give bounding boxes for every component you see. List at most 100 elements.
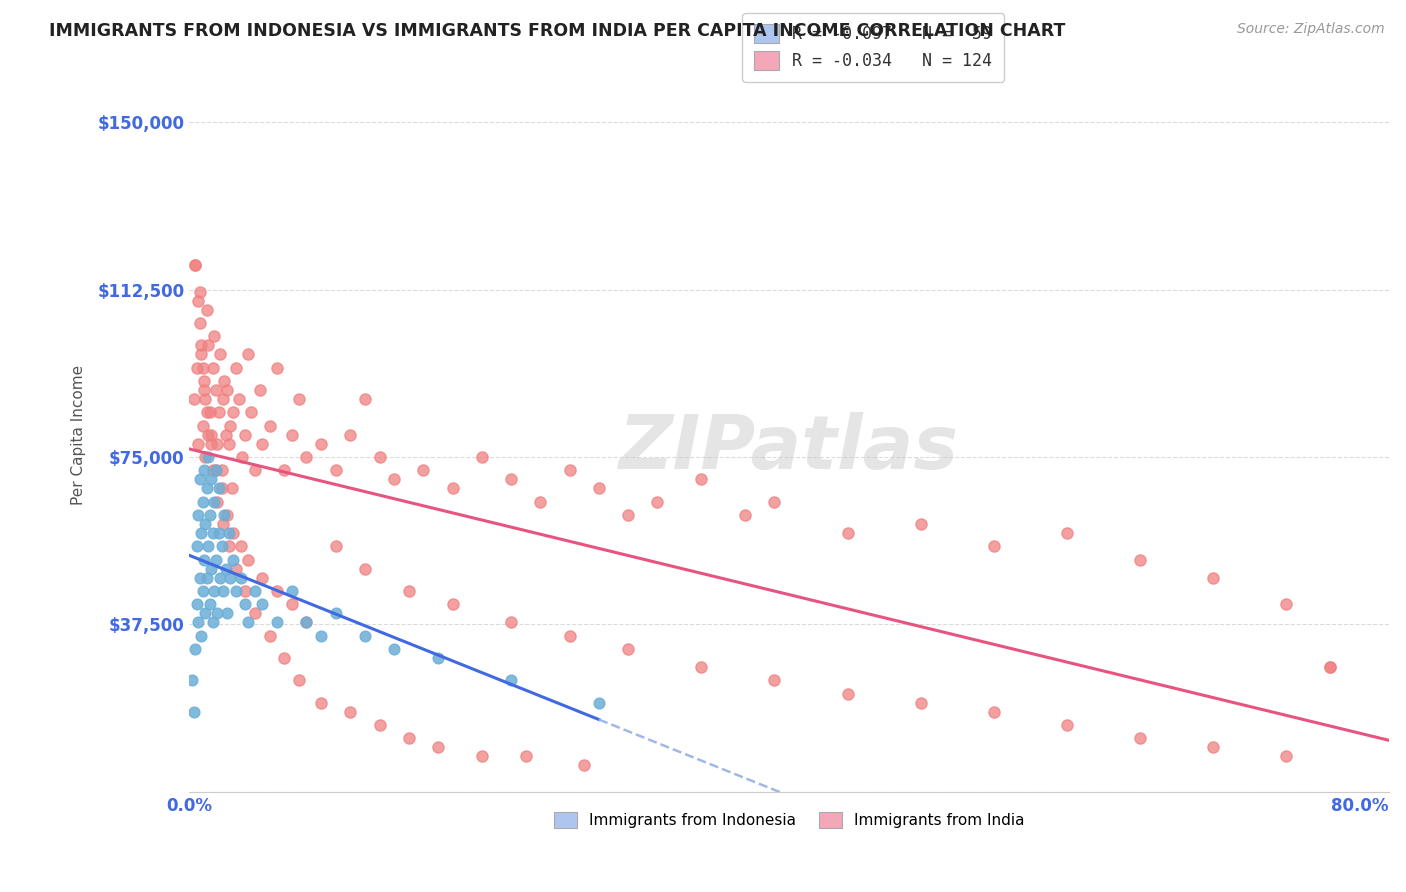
Point	[368, 718, 391, 732]
Point	[207, 525, 229, 540]
Point	[249, 383, 271, 397]
Point	[195, 571, 218, 585]
Point	[187, 615, 209, 630]
Point	[197, 539, 219, 553]
Point	[295, 615, 318, 630]
Point	[588, 481, 610, 495]
Point	[229, 571, 252, 585]
Point	[288, 673, 311, 688]
Point	[236, 553, 259, 567]
Point	[194, 392, 217, 406]
Point	[188, 472, 211, 486]
Point	[233, 584, 256, 599]
Point	[188, 571, 211, 585]
Point	[217, 607, 239, 621]
Point	[186, 360, 208, 375]
Point	[193, 463, 215, 477]
Point	[205, 607, 228, 621]
Point	[205, 494, 228, 508]
Point	[266, 360, 288, 375]
Point	[190, 525, 212, 540]
Point	[217, 508, 239, 522]
Point	[200, 562, 222, 576]
Point	[690, 660, 713, 674]
Point	[218, 539, 240, 553]
Point	[186, 598, 208, 612]
Point	[184, 258, 207, 272]
Point	[1202, 740, 1225, 755]
Point	[1056, 718, 1078, 732]
Point	[197, 450, 219, 464]
Point	[236, 615, 259, 630]
Point	[201, 615, 224, 630]
Point	[1129, 553, 1152, 567]
Point	[219, 418, 242, 433]
Point	[280, 584, 302, 599]
Point	[309, 629, 332, 643]
Point	[243, 607, 266, 621]
Point	[558, 463, 581, 477]
Point	[325, 463, 347, 477]
Point	[910, 696, 932, 710]
Point	[382, 472, 405, 486]
Point	[190, 347, 212, 361]
Point	[225, 360, 247, 375]
Point	[617, 508, 640, 522]
Point	[471, 749, 494, 764]
Point	[325, 539, 347, 553]
Point	[273, 463, 295, 477]
Point	[200, 436, 222, 450]
Point	[412, 463, 434, 477]
Point	[201, 360, 224, 375]
Point	[354, 392, 377, 406]
Point	[198, 598, 221, 612]
Point	[1056, 525, 1078, 540]
Point	[354, 629, 377, 643]
Point	[214, 508, 236, 522]
Point	[471, 450, 494, 464]
Point	[1319, 660, 1341, 674]
Point	[382, 642, 405, 657]
Point	[837, 687, 859, 701]
Point	[195, 405, 218, 419]
Point	[236, 347, 259, 361]
Point	[209, 571, 232, 585]
Point	[188, 285, 211, 299]
Point	[198, 405, 221, 419]
Point	[207, 481, 229, 495]
Point	[574, 758, 596, 772]
Point	[252, 571, 274, 585]
Point	[204, 553, 226, 567]
Point	[212, 584, 235, 599]
Point	[398, 584, 420, 599]
Point	[588, 696, 610, 710]
Point	[239, 405, 262, 419]
Point	[647, 494, 669, 508]
Point	[194, 516, 217, 531]
Point	[288, 392, 311, 406]
Point	[200, 472, 222, 486]
Point	[218, 525, 240, 540]
Point	[690, 472, 713, 486]
Point	[215, 427, 238, 442]
Point	[501, 615, 523, 630]
Point	[266, 615, 288, 630]
Point	[1202, 571, 1225, 585]
Point	[217, 383, 239, 397]
Point	[398, 731, 420, 746]
Text: Source: ZipAtlas.com: Source: ZipAtlas.com	[1237, 22, 1385, 37]
Point	[228, 392, 250, 406]
Point	[243, 463, 266, 477]
Point	[983, 539, 1005, 553]
Point	[186, 539, 208, 553]
Point	[204, 463, 226, 477]
Point	[204, 383, 226, 397]
Point	[233, 598, 256, 612]
Point	[215, 562, 238, 576]
Point	[197, 338, 219, 352]
Point	[193, 553, 215, 567]
Point	[368, 450, 391, 464]
Point	[225, 584, 247, 599]
Point	[201, 525, 224, 540]
Y-axis label: Per Capita Income: Per Capita Income	[72, 365, 86, 505]
